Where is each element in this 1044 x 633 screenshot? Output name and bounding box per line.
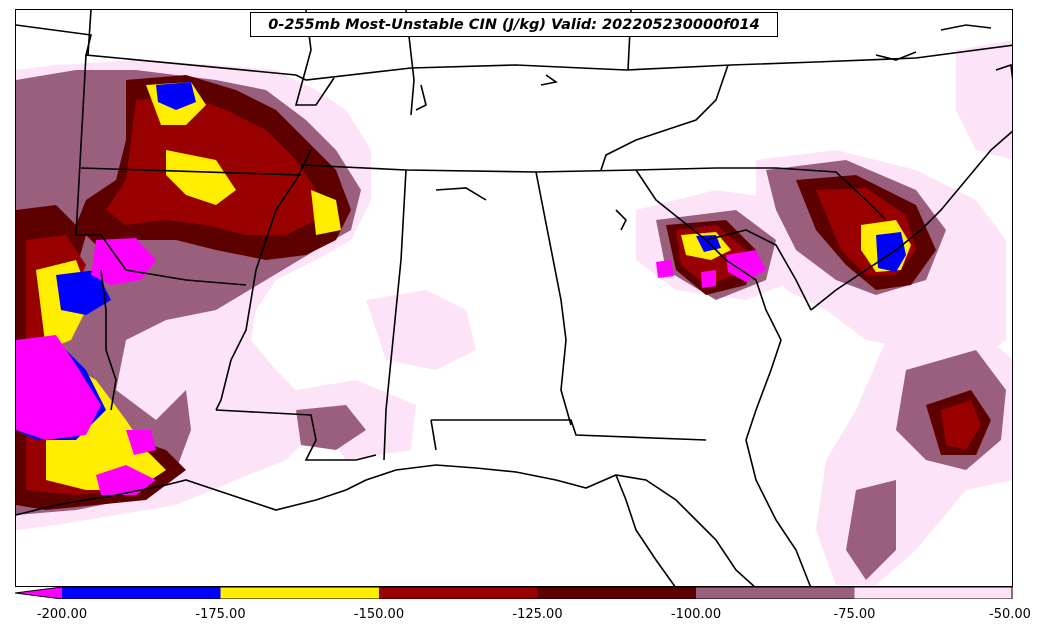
colorbar-tick-label: -50.00 <box>989 607 1031 622</box>
cin-region-blue <box>876 232 906 272</box>
cin-region-yellow <box>311 190 341 235</box>
border-line <box>875 51 917 61</box>
border-line <box>80 167 302 176</box>
colorbar-segment <box>537 587 696 599</box>
border-line <box>215 409 377 461</box>
colorbar-outline <box>15 587 1013 599</box>
border-line <box>635 169 782 441</box>
colorbar-segment <box>854 587 1013 599</box>
cin-region-blue <box>156 82 196 110</box>
colorbar-tick-label: -100.00 <box>670 607 722 622</box>
border-line <box>430 419 437 451</box>
colorbar-tick-label: -75.00 <box>833 607 876 622</box>
cin-region-magenta <box>726 250 766 282</box>
border-line <box>215 149 312 411</box>
map-title: 0-255mb Most-Unstable CIN (J/kg) Valid: … <box>250 12 778 37</box>
border-line <box>535 171 572 426</box>
border-line <box>383 169 407 461</box>
border-line <box>435 187 487 201</box>
border-line <box>100 234 247 286</box>
border-line <box>431 419 707 441</box>
colorbar-tick-label: -200.00 <box>36 607 88 622</box>
cin-region-magenta <box>701 270 716 288</box>
border-line <box>75 54 101 236</box>
cin-region-magenta <box>126 430 156 455</box>
border-line <box>16 24 1012 81</box>
cin-region-magenta <box>96 465 156 495</box>
colorbar-segment <box>220 587 379 599</box>
cin-map <box>16 10 1012 586</box>
colorbar-extend-min <box>15 587 62 599</box>
cin-region-magenta <box>656 260 674 278</box>
cin-region-blue <box>56 270 111 315</box>
border-line <box>87 10 92 56</box>
border-line <box>705 229 812 311</box>
colorbar-segment <box>62 587 221 599</box>
border-line <box>775 167 887 221</box>
cin-region-mauve <box>846 480 896 580</box>
border-line <box>615 209 627 231</box>
border-line <box>745 439 812 586</box>
border-line <box>600 64 729 171</box>
border-line <box>100 269 117 411</box>
colorbar-tick-label: -125.00 <box>512 607 563 622</box>
border-line <box>995 63 1012 81</box>
cin-region-yellow <box>166 150 236 205</box>
map-panel <box>15 9 1013 587</box>
border-line <box>300 164 776 173</box>
border-line <box>16 464 755 586</box>
cin-region-mauve <box>296 405 366 450</box>
cin-region-magenta <box>16 335 101 440</box>
cin-region-light <box>366 290 476 370</box>
cin-region-light <box>956 40 1012 160</box>
border-line <box>615 474 676 586</box>
border-line <box>540 74 558 86</box>
border-line <box>940 24 992 31</box>
colorbar-tick-label: -175.00 <box>195 607 246 622</box>
colorbar-segment <box>696 587 855 599</box>
colorbar <box>15 587 1013 599</box>
state-borders <box>16 10 1012 586</box>
border-line <box>810 130 1012 311</box>
border-line <box>415 84 427 111</box>
cin-region-red <box>941 400 981 450</box>
cin-shading <box>16 40 1012 585</box>
colorbar-tick-label: -150.00 <box>353 607 405 622</box>
colorbar-segment <box>379 587 538 599</box>
cin-region-magenta <box>91 238 156 285</box>
